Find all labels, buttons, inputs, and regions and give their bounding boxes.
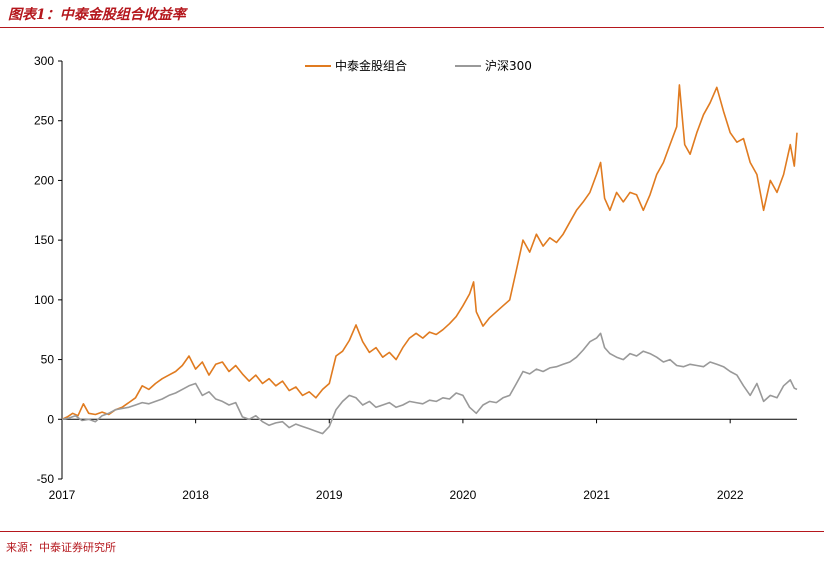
- legend-label-0: 中泰金股组合: [335, 58, 407, 73]
- x-tick-label: 2021: [583, 488, 610, 502]
- x-tick-label: 2022: [717, 488, 744, 502]
- bottom-divider: [0, 531, 824, 532]
- x-tick-label: 2019: [316, 488, 343, 502]
- y-tick-label: 200: [34, 173, 54, 187]
- series-line-0: [61, 84, 798, 421]
- chart-axes: -50 0 50 100 150 200 250 300 2017 2018 2019 2020 202…: [34, 54, 797, 502]
- y-tick-label: 150: [34, 233, 54, 247]
- line-chart: -50 0 50 100 150 200 250 300 2017 2018 2019 2020 202…: [34, 54, 798, 502]
- y-tick-label: 50: [41, 353, 55, 367]
- y-tick-label: 250: [34, 114, 54, 128]
- x-tick-label: 2017: [49, 488, 76, 502]
- chart-legend: 中泰金股组合 沪深300: [305, 58, 532, 73]
- figure-title: 图表1：中泰金股组合收益率: [8, 7, 186, 23]
- series-line-1: [61, 332, 798, 435]
- x-tick-label: 2018: [182, 488, 209, 502]
- legend-label-1: 沪深300: [485, 59, 532, 73]
- y-tick-label: 300: [34, 54, 54, 68]
- x-tick-label: 2020: [450, 488, 477, 502]
- y-tick-label: 0: [47, 412, 54, 426]
- chart-series: [61, 84, 798, 435]
- y-tick-label: 100: [34, 293, 54, 307]
- source-note: 来源：中泰证券研究所: [6, 541, 116, 554]
- top-divider: [0, 27, 824, 28]
- y-tick-label: -50: [37, 472, 55, 486]
